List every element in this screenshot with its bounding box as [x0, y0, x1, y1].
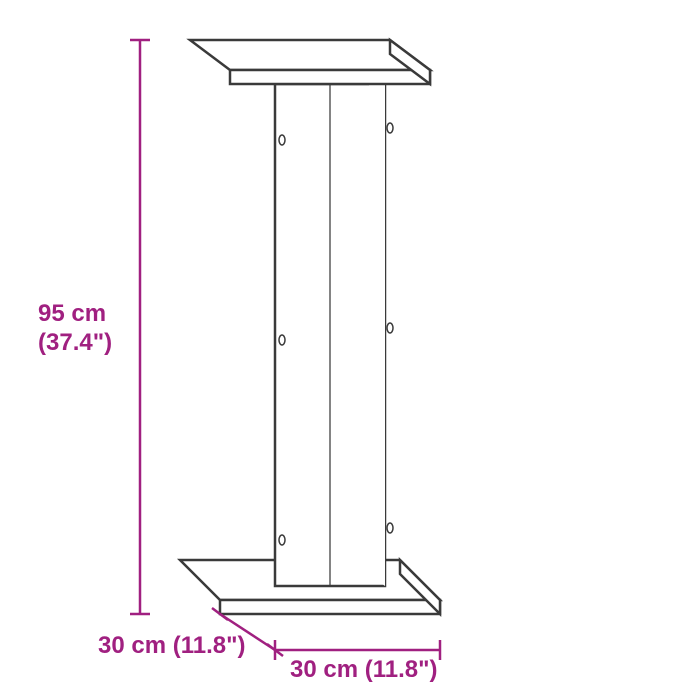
width-label: 30 cm (11.8") — [290, 656, 437, 685]
pin-hole — [387, 123, 393, 133]
column-side-hidden — [369, 72, 385, 586]
depth-in: (11.8") — [173, 632, 246, 659]
pin-hole — [387, 523, 393, 533]
base-front — [220, 600, 440, 614]
top-front — [230, 70, 430, 84]
depth-cm: 30 cm — [98, 632, 166, 659]
height-cm: 95 cm — [38, 300, 106, 327]
height-label: 95 cm (37.4") — [38, 300, 112, 358]
pin-hole — [387, 323, 393, 333]
height-in: (37.4") — [38, 329, 112, 356]
depth-label: 30 cm (11.8") — [98, 632, 245, 661]
width-in: (11.8") — [365, 656, 438, 683]
width-cm: 30 cm — [290, 656, 358, 683]
